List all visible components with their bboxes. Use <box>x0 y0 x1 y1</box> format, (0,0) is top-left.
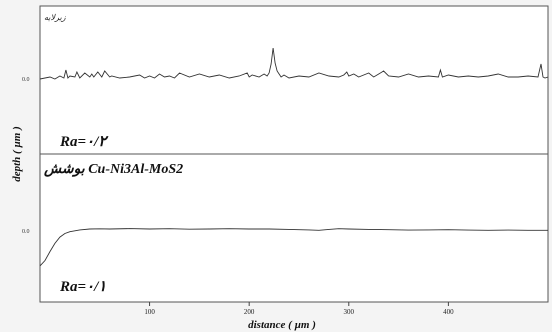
top-zero-label: 0.0 <box>22 77 30 83</box>
x-tick-label: 100 <box>144 308 155 316</box>
coating-surface-profile-line <box>39 228 548 267</box>
top-panel-label: زیرلایه <box>44 13 66 22</box>
x-axis-label: distance ( µm ) <box>248 319 316 331</box>
x-tick-label: 300 <box>344 308 355 316</box>
x-tick-label: 400 <box>443 308 454 316</box>
top-surface-profile-line <box>39 47 549 80</box>
x-tick-label: 200 <box>244 308 255 316</box>
y-axis-label: depth ( µm ) <box>11 126 23 182</box>
bottom-zero-label: 0.0 <box>22 229 30 235</box>
bottom-panel-label: بوشش Cu-Ni3Al-MoS2 <box>43 162 183 177</box>
top-ra-label: Ra=۰/۲ <box>59 134 109 150</box>
bottom-ra-label: Ra=۰/۱ <box>59 279 106 295</box>
top-plot-area <box>39 5 549 155</box>
x-axis-ticks: 100 200 300 400 <box>144 302 454 316</box>
bottom-plot-area <box>39 153 549 303</box>
